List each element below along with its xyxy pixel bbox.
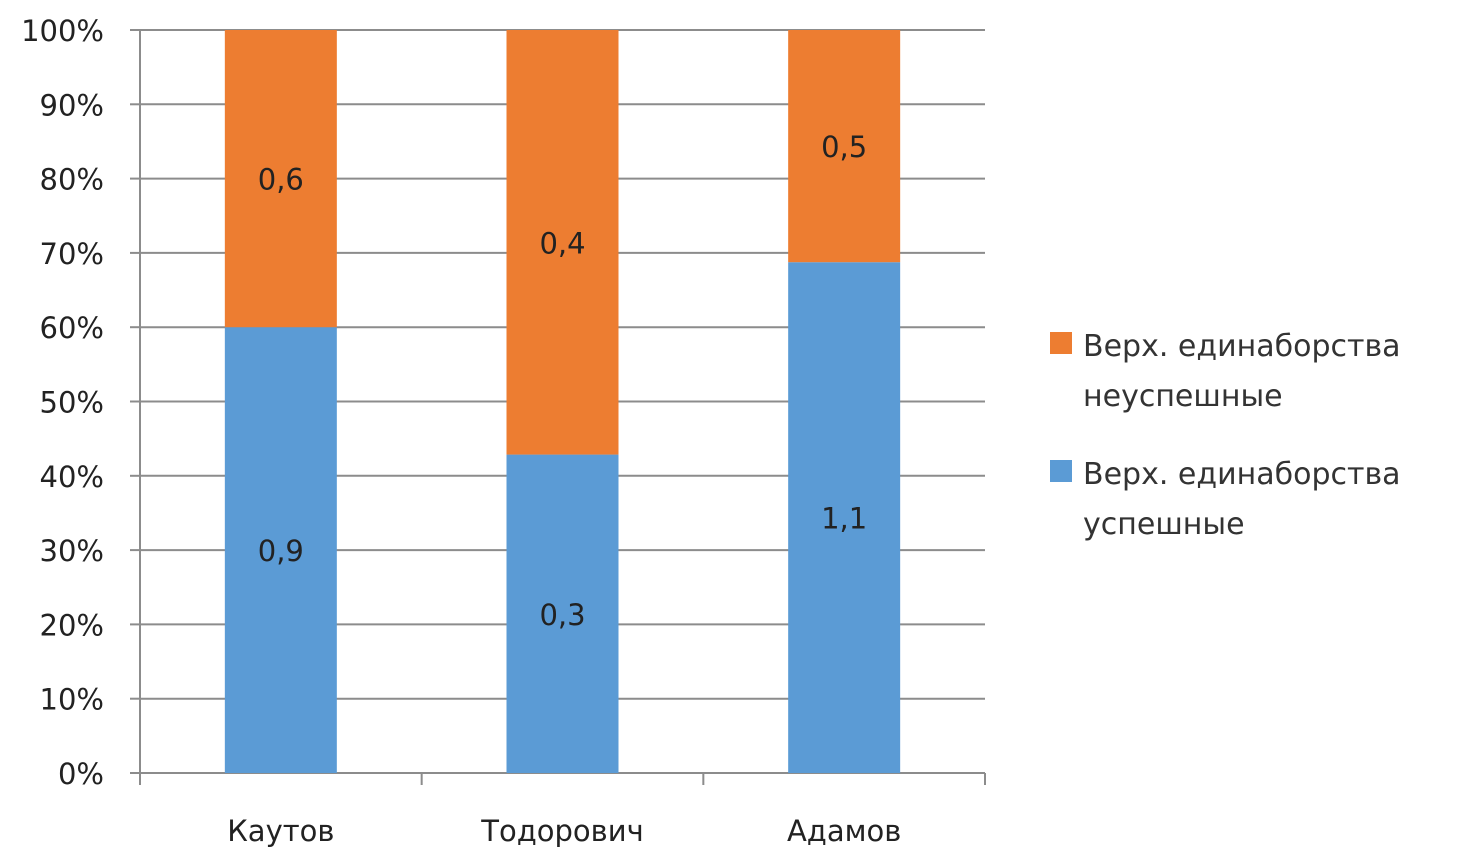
category-label: Тодорович xyxy=(480,814,643,848)
bar-segment xyxy=(224,327,337,773)
legend-label-line1: Верх. единаборства xyxy=(1083,329,1401,364)
y-tick-label: 20% xyxy=(40,608,104,642)
y-tick-label: 80% xyxy=(40,163,104,197)
y-tick-label: 10% xyxy=(40,683,104,717)
data-label: 0,6 xyxy=(258,163,304,197)
data-label: 0,5 xyxy=(821,130,867,164)
bar-segment xyxy=(224,30,337,328)
legend-label-line2: неуспешные xyxy=(1083,379,1283,414)
y-tick-label: 50% xyxy=(40,386,104,420)
y-tick-label: 100% xyxy=(21,14,104,48)
category-label: Каутов xyxy=(227,814,334,848)
bar-segment xyxy=(506,30,619,455)
legend-swatch xyxy=(1050,460,1072,482)
bar-segment xyxy=(506,454,619,773)
data-label: 0,9 xyxy=(258,534,304,568)
legend-label-line1: Верх. единаборства xyxy=(1083,457,1401,492)
data-label: 1,1 xyxy=(821,502,867,536)
legend-swatch xyxy=(1050,332,1072,354)
category-label: Адамов xyxy=(787,814,901,848)
data-label: 0,3 xyxy=(539,598,585,632)
legend-label-line2: успешные xyxy=(1083,507,1245,542)
y-tick-label: 30% xyxy=(40,534,104,568)
y-tick-label: 70% xyxy=(40,237,104,271)
y-tick-label: 60% xyxy=(40,311,104,345)
y-tick-label: 40% xyxy=(40,460,104,494)
y-tick-label: 90% xyxy=(40,88,104,122)
bar-segment xyxy=(788,30,901,263)
y-tick-label: 0% xyxy=(58,757,104,791)
data-label: 0,4 xyxy=(539,226,585,260)
bar-segment xyxy=(788,262,901,773)
